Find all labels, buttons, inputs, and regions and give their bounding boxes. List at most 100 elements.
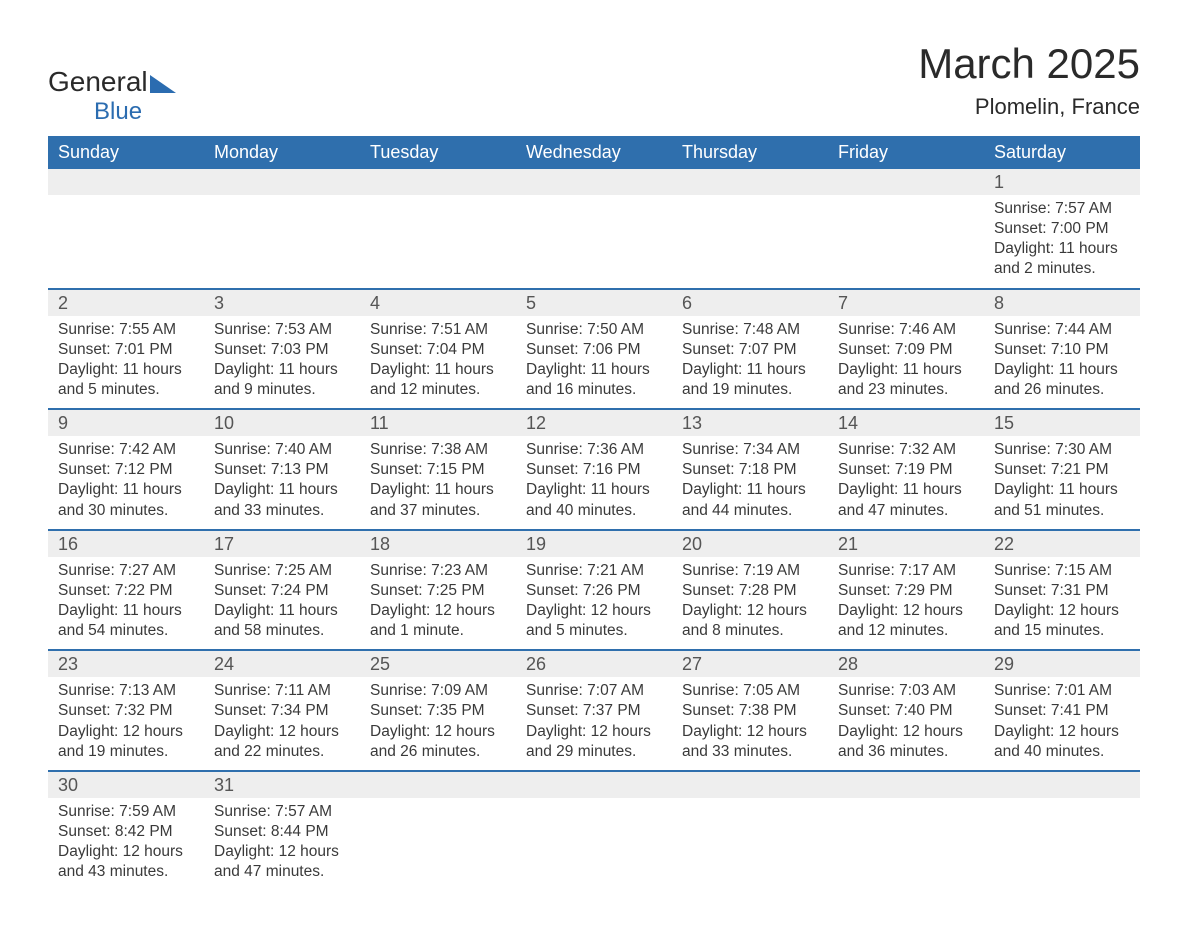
weekday-header: Friday xyxy=(828,136,984,169)
daylight-line: Daylight: 11 hours and 40 minutes. xyxy=(526,480,662,520)
sunset-line: Sunset: 7:38 PM xyxy=(682,701,818,721)
sunset-line: Sunset: 7:13 PM xyxy=(214,460,350,480)
day-detail-cell: Sunrise: 7:21 AMSunset: 7:26 PMDaylight:… xyxy=(516,557,672,651)
day-detail-cell: Sunrise: 7:25 AMSunset: 7:24 PMDaylight:… xyxy=(204,557,360,651)
sunset-line: Sunset: 7:10 PM xyxy=(994,340,1130,360)
daylight-line: Daylight: 12 hours and 8 minutes. xyxy=(682,601,818,641)
day-number-cell: 9 xyxy=(48,409,204,436)
day-number-cell: 19 xyxy=(516,530,672,557)
day-detail-cell: Sunrise: 7:34 AMSunset: 7:18 PMDaylight:… xyxy=(672,436,828,530)
day-number-cell: 28 xyxy=(828,650,984,677)
daylight-line: Daylight: 11 hours and 47 minutes. xyxy=(838,480,974,520)
day-number-cell: 27 xyxy=(672,650,828,677)
day-number-cell: 1 xyxy=(984,169,1140,195)
sunrise-line: Sunrise: 7:40 AM xyxy=(214,440,350,460)
day-number-cell xyxy=(204,169,360,195)
calendar-table: Sunday Monday Tuesday Wednesday Thursday… xyxy=(48,136,1140,890)
day-detail-cell: Sunrise: 7:38 AMSunset: 7:15 PMDaylight:… xyxy=(360,436,516,530)
day-number-cell: 31 xyxy=(204,771,360,798)
daynum-row: 3031 xyxy=(48,771,1140,798)
sunrise-line: Sunrise: 7:07 AM xyxy=(526,681,662,701)
day-detail-cell: Sunrise: 7:13 AMSunset: 7:32 PMDaylight:… xyxy=(48,677,204,771)
sunrise-line: Sunrise: 7:21 AM xyxy=(526,561,662,581)
day-number-cell: 18 xyxy=(360,530,516,557)
day-number-cell: 30 xyxy=(48,771,204,798)
daylight-line: Daylight: 11 hours and 19 minutes. xyxy=(682,360,818,400)
day-detail-cell: Sunrise: 7:36 AMSunset: 7:16 PMDaylight:… xyxy=(516,436,672,530)
logo-triangle-icon xyxy=(150,75,176,93)
day-number-cell xyxy=(672,771,828,798)
day-detail-cell: Sunrise: 7:23 AMSunset: 7:25 PMDaylight:… xyxy=(360,557,516,651)
sunrise-line: Sunrise: 7:11 AM xyxy=(214,681,350,701)
daylight-line: Daylight: 12 hours and 47 minutes. xyxy=(214,842,350,882)
sunset-line: Sunset: 7:00 PM xyxy=(994,219,1130,239)
sunset-line: Sunset: 7:12 PM xyxy=(58,460,194,480)
daynum-row: 16171819202122 xyxy=(48,530,1140,557)
daylight-line: Daylight: 12 hours and 15 minutes. xyxy=(994,601,1130,641)
day-number-cell: 11 xyxy=(360,409,516,436)
day-number-cell xyxy=(828,169,984,195)
day-detail-cell: Sunrise: 7:48 AMSunset: 7:07 PMDaylight:… xyxy=(672,316,828,410)
daylight-line: Daylight: 11 hours and 12 minutes. xyxy=(370,360,506,400)
daynum-row: 1 xyxy=(48,169,1140,195)
sunset-line: Sunset: 7:16 PM xyxy=(526,460,662,480)
day-number-cell: 25 xyxy=(360,650,516,677)
day-number-cell: 20 xyxy=(672,530,828,557)
sunrise-line: Sunrise: 7:57 AM xyxy=(214,802,350,822)
daylight-line: Daylight: 11 hours and 26 minutes. xyxy=(994,360,1130,400)
day-detail-cell xyxy=(672,798,828,891)
sunrise-line: Sunrise: 7:25 AM xyxy=(214,561,350,581)
daylight-line: Daylight: 11 hours and 5 minutes. xyxy=(58,360,194,400)
weekday-header: Monday xyxy=(204,136,360,169)
detail-row: Sunrise: 7:59 AMSunset: 8:42 PM Daylight:… xyxy=(48,798,1140,891)
logo-line1: General xyxy=(48,66,148,97)
sunrise-line: Sunrise: 7:44 AM xyxy=(994,320,1130,340)
sunrise-line: Sunrise: 7:50 AM xyxy=(526,320,662,340)
weekday-header: Wednesday xyxy=(516,136,672,169)
day-detail-cell xyxy=(672,195,828,289)
day-number-cell xyxy=(360,771,516,798)
weekday-header: Sunday xyxy=(48,136,204,169)
sunrise-line: Sunrise: 7:23 AM xyxy=(370,561,506,581)
day-number-cell: 24 xyxy=(204,650,360,677)
day-number-cell: 4 xyxy=(360,289,516,316)
daylight-line: Daylight: 11 hours and 37 minutes. xyxy=(370,480,506,520)
detail-row: Sunrise: 7:57 AMSunset: 7:00 PMDaylight:… xyxy=(48,195,1140,289)
daylight-line: Daylight: 12 hours and 12 minutes. xyxy=(838,601,974,641)
sunset-line: Sunset: 7:31 PM xyxy=(994,581,1130,601)
detail-row: Sunrise: 7:13 AMSunset: 7:32 PMDaylight:… xyxy=(48,677,1140,771)
sunrise-line: Sunrise: 7:01 AM xyxy=(994,681,1130,701)
day-detail-cell xyxy=(360,195,516,289)
day-detail-cell: Sunrise: 7:27 AMSunset: 7:22 PMDaylight:… xyxy=(48,557,204,651)
day-detail-cell xyxy=(48,195,204,289)
sunrise-line: Sunrise: 7:13 AM xyxy=(58,681,194,701)
sunrise-line: Sunrise: 7:59 AM xyxy=(58,802,194,822)
daylight-line: Daylight: 11 hours and 44 minutes. xyxy=(682,480,818,520)
daylight-line: Daylight: 12 hours and 19 minutes. xyxy=(58,722,194,762)
day-number-cell xyxy=(516,771,672,798)
day-number-cell: 16 xyxy=(48,530,204,557)
day-detail-cell: Sunrise: 7:11 AMSunset: 7:34 PMDaylight:… xyxy=(204,677,360,771)
day-number-cell xyxy=(828,771,984,798)
day-number-cell: 14 xyxy=(828,409,984,436)
logo-line2: Blue xyxy=(94,100,142,124)
day-detail-cell: Sunrise: 7:50 AMSunset: 7:06 PMDaylight:… xyxy=(516,316,672,410)
day-number-cell: 13 xyxy=(672,409,828,436)
day-number-cell: 5 xyxy=(516,289,672,316)
sunset-line: Sunset: 7:35 PM xyxy=(370,701,506,721)
day-number-cell: 6 xyxy=(672,289,828,316)
day-number-cell: 10 xyxy=(204,409,360,436)
sunrise-line: Sunrise: 7:17 AM xyxy=(838,561,974,581)
sunset-line: Sunset: 7:18 PM xyxy=(682,460,818,480)
sunset-line: Sunset: 8:42 PM xyxy=(58,822,194,842)
sunset-line: Sunset: 7:21 PM xyxy=(994,460,1130,480)
day-detail-cell: Sunrise: 7:51 AMSunset: 7:04 PMDaylight:… xyxy=(360,316,516,410)
sunset-line: Sunset: 7:24 PM xyxy=(214,581,350,601)
day-detail-cell: Sunrise: 7:05 AMSunset: 7:38 PMDaylight:… xyxy=(672,677,828,771)
day-detail-cell: Sunrise: 7:01 AMSunset: 7:41 PMDaylight:… xyxy=(984,677,1140,771)
daylight-line: Daylight: 11 hours and 23 minutes. xyxy=(838,360,974,400)
sunset-line: Sunset: 7:32 PM xyxy=(58,701,194,721)
daylight-line: Daylight: 11 hours and 2 minutes. xyxy=(994,239,1130,279)
daylight-line: Daylight: 11 hours and 33 minutes. xyxy=(214,480,350,520)
sunset-line: Sunset: 7:22 PM xyxy=(58,581,194,601)
